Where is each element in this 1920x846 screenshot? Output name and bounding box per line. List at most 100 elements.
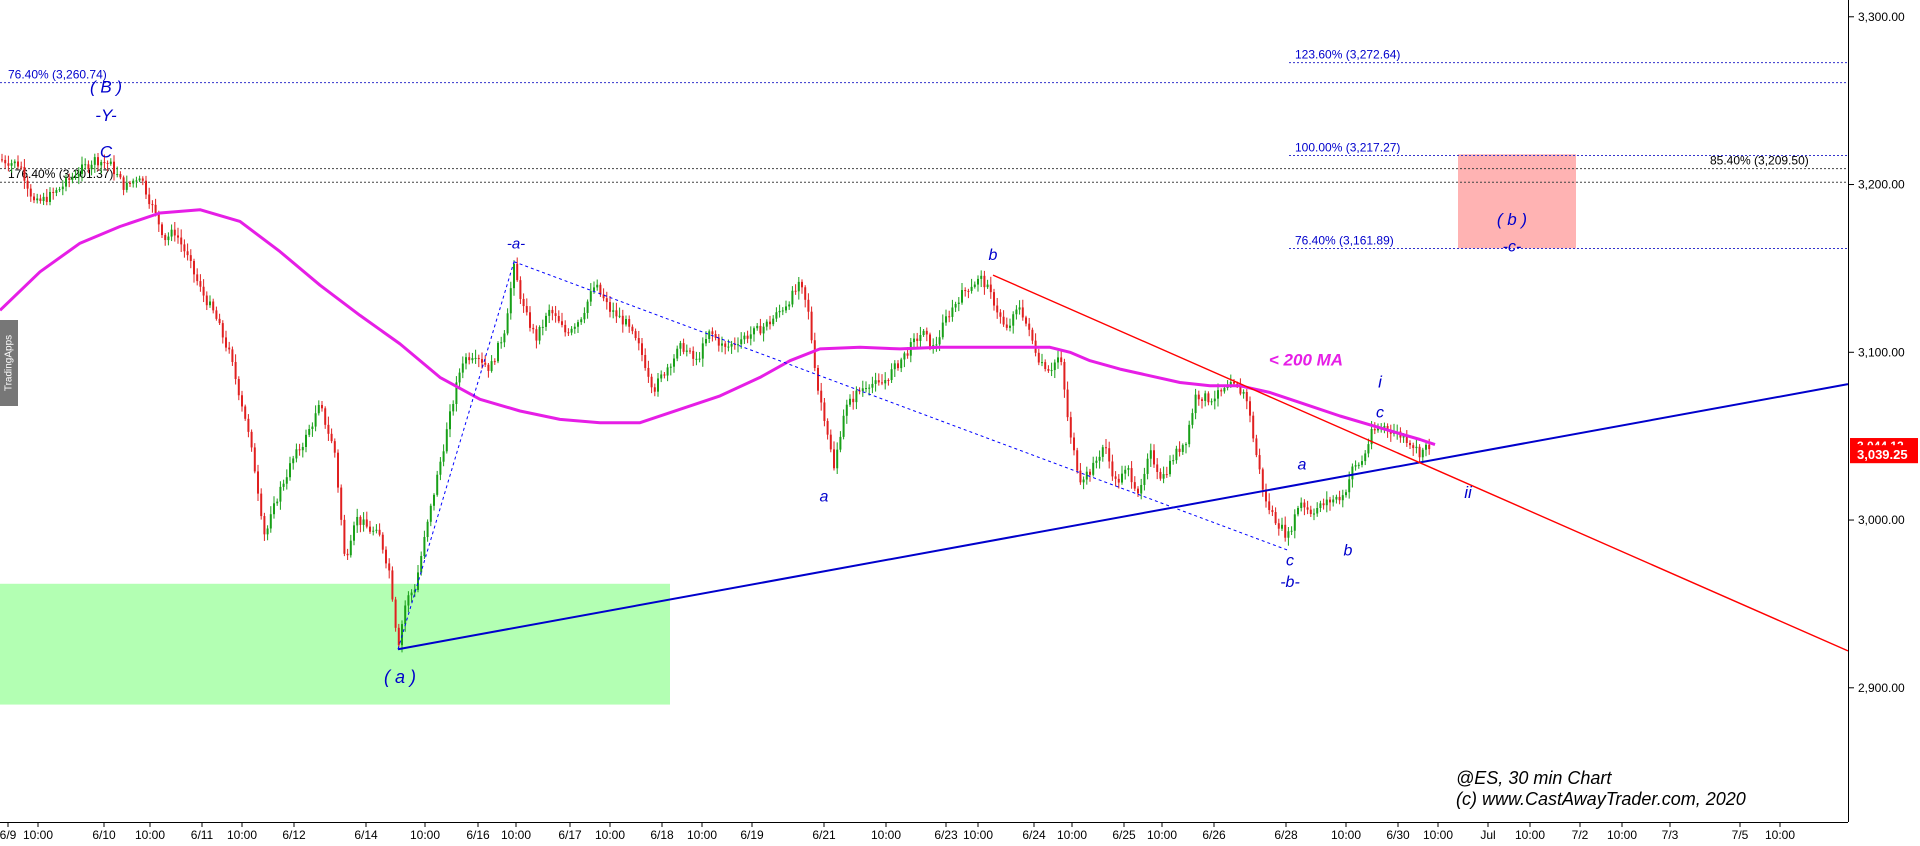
candle-body-178 [570, 328, 573, 333]
x-tick-label-25: 6/28 [1274, 828, 1298, 842]
candle-body-165 [529, 312, 531, 328]
watermark-tab[interactable]: TradingApps [0, 320, 18, 406]
candle-body-265 [849, 398, 851, 405]
candle-body-31 [100, 162, 103, 166]
candle-body-147 [471, 358, 474, 361]
candle-body-391 [1252, 415, 1255, 439]
candle-body-10 [33, 196, 35, 201]
x-tick-label-5: 10:00 [227, 828, 257, 842]
candle-body-446 [1428, 444, 1431, 450]
candle-body-429 [1373, 428, 1376, 431]
candle-body-182 [583, 312, 586, 320]
candle-body-94 [301, 446, 304, 451]
candle-body-263 [842, 415, 845, 437]
candle-body-374 [1197, 394, 1200, 400]
candle-body-388 [1242, 391, 1245, 394]
candle-body-223 [714, 334, 717, 338]
x-tick-label-19: 10:00 [963, 828, 993, 842]
candle-body-256 [820, 390, 823, 403]
candle-body-309 [989, 284, 992, 293]
candle-body-367 [1175, 448, 1178, 461]
candle-body-55 [177, 235, 179, 238]
candle-body-154 [493, 361, 496, 363]
candle-body-38 [122, 177, 125, 190]
candle-body-181 [580, 319, 583, 323]
candle-body-211 [676, 348, 679, 359]
candle-body-206 [660, 374, 663, 379]
candle-body-407 [1303, 502, 1306, 508]
candle-body-29 [93, 157, 96, 165]
candle-body-141 [452, 403, 455, 412]
candle-body-122 [391, 570, 394, 600]
candle-body-100 [321, 404, 323, 409]
x-tick-label-14: 10:00 [687, 828, 717, 842]
candle-body-215 [689, 350, 691, 352]
candle-body-433 [1386, 426, 1389, 431]
candle-body-443 [1418, 446, 1421, 458]
candle-body-405 [1297, 507, 1299, 515]
candle-body-368 [1178, 448, 1181, 452]
candle-body-131 [420, 555, 423, 573]
candle-body-185 [593, 287, 595, 292]
x-tick-label-16: 6/21 [812, 828, 836, 842]
candle-body-392 [1255, 438, 1258, 456]
annotation-16: < 200 MA [1269, 351, 1343, 370]
candle-body-324 [1037, 352, 1040, 363]
candle-body-151 [484, 362, 487, 365]
candle-body-193 [618, 315, 621, 317]
candle-body-216 [692, 350, 695, 359]
candle-body-36 [116, 174, 119, 176]
candle-body-244 [781, 310, 784, 312]
candle-body-333 [1066, 389, 1069, 418]
x-tick-label-24: 6/26 [1202, 828, 1226, 842]
x-tick-label-0: 6/9 [0, 828, 17, 842]
candle-body-219 [701, 343, 704, 359]
candle-body-231 [740, 339, 743, 345]
candle-body-397 [1271, 510, 1274, 513]
candle-body-370 [1185, 444, 1187, 446]
candle-body-111 [356, 516, 359, 526]
candle-body-136 [436, 474, 439, 495]
candle-body-128 [410, 592, 413, 596]
candle-body-387 [1239, 386, 1242, 394]
candle-body-385 [1233, 381, 1235, 384]
candle-body-135 [433, 494, 435, 506]
candle-body-375 [1201, 399, 1203, 401]
candle-body-357 [1143, 473, 1146, 485]
candle-body-282 [903, 353, 906, 360]
annotation-15: -c- [1503, 239, 1522, 256]
candle-body-351 [1124, 469, 1127, 474]
candle-body-205 [657, 378, 659, 392]
candle-body-196 [628, 319, 631, 327]
candle-body-149 [477, 357, 480, 360]
candle-body-13 [42, 196, 45, 202]
x-tick-label-32: 10:00 [1607, 828, 1637, 842]
candle-body-440 [1409, 442, 1411, 446]
candle-body-311 [996, 305, 999, 313]
candle-body-173 [554, 313, 557, 316]
candle-body-108 [346, 553, 349, 556]
candle-body-258 [826, 420, 829, 435]
candle-body-366 [1172, 460, 1175, 462]
candle-body-82 [263, 516, 266, 535]
candle-body-340 [1089, 471, 1091, 475]
candle-body-106 [340, 487, 343, 520]
candle-body-286 [916, 338, 919, 341]
candle-body-330 [1057, 357, 1059, 363]
candle-body-251 [804, 287, 807, 300]
candle-body-381 [1220, 390, 1223, 392]
candle-body-416 [1332, 499, 1335, 503]
candle-body-411 [1316, 507, 1319, 514]
candle-body-329 [1053, 362, 1056, 371]
candle-body-186 [596, 284, 599, 288]
y-tick-label-2: 3,100.00 [1858, 345, 1905, 359]
candle-body-145 [465, 357, 467, 364]
candle-body-202 [647, 367, 650, 377]
candle-body-221 [708, 331, 711, 340]
y-tick-label-0: 2,900.00 [1858, 681, 1905, 695]
fib-label-5: 85.40% (3,209.50) [1710, 154, 1809, 168]
x-tick-label-2: 6/10 [92, 828, 116, 842]
